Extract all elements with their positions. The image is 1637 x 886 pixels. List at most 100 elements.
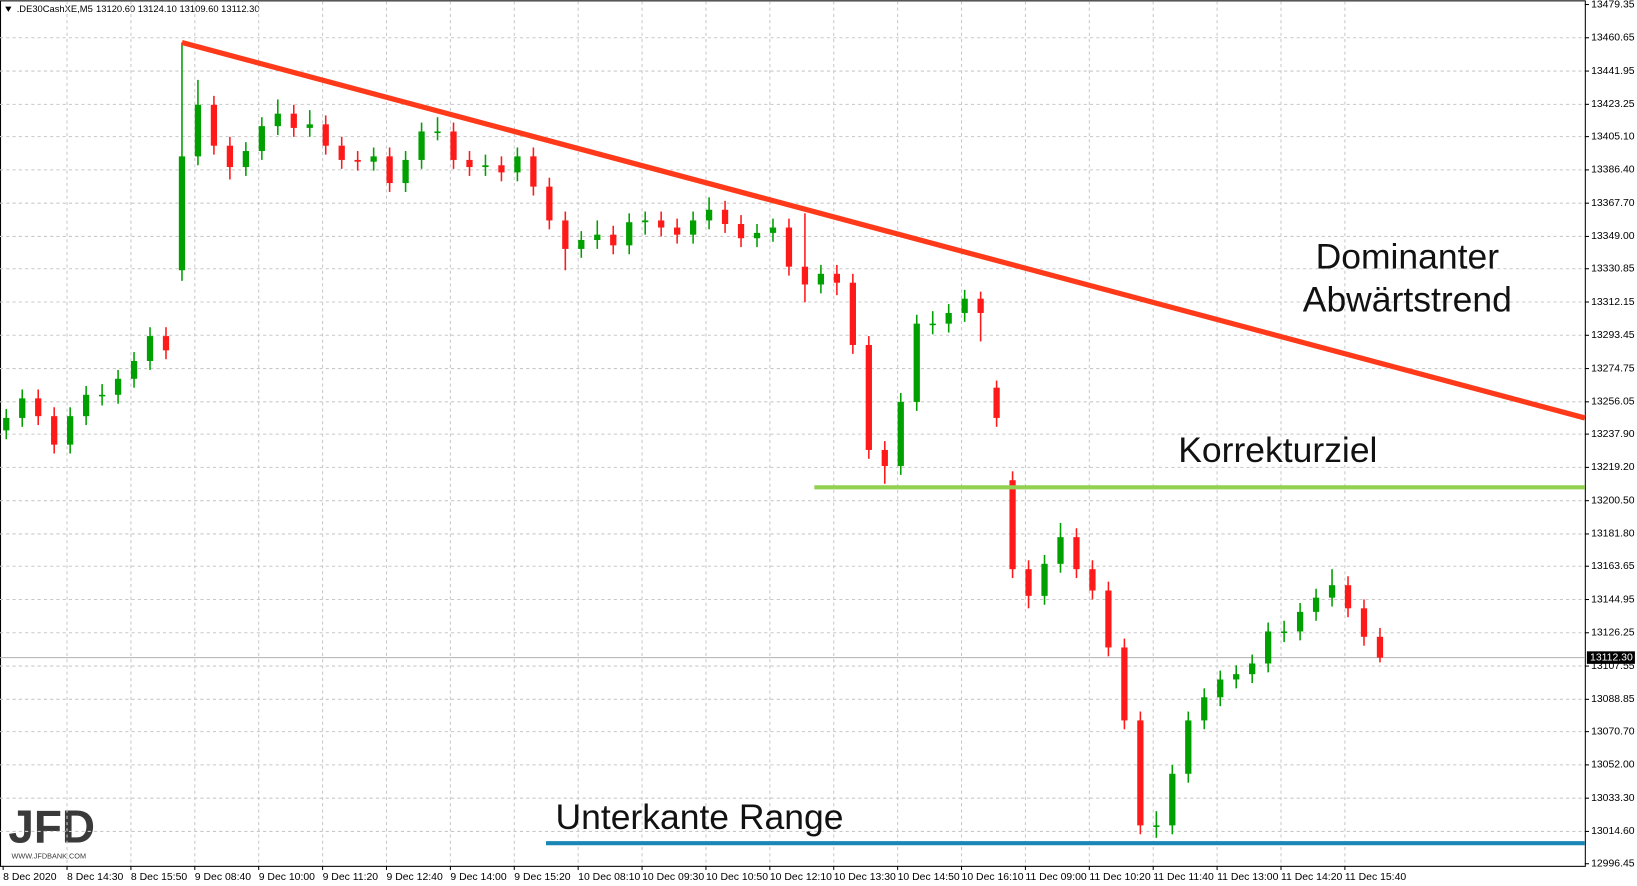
y-tick-label: 13181.80 — [1591, 529, 1635, 540]
x-tick-label: 11 Dec 11:40 — [1153, 872, 1214, 883]
candle-body — [1185, 720, 1192, 774]
candle-body — [913, 323, 920, 402]
candle-body — [338, 145, 345, 160]
candle-body — [242, 151, 249, 168]
y-tick-label: 13237.90 — [1591, 429, 1635, 440]
annotation: Dominanter — [1316, 237, 1500, 277]
candle-body — [1009, 480, 1016, 570]
candle-body — [1328, 585, 1336, 598]
candle-body — [785, 227, 793, 267]
x-tick-label: 10 Dec 12:10 — [770, 872, 832, 883]
candle-body — [594, 234, 601, 241]
x-tick-label: 9 Dec 14:00 — [450, 872, 506, 883]
candle-body — [1153, 825, 1160, 827]
candle-body — [418, 131, 425, 160]
candle-body — [1137, 720, 1144, 826]
candle-body — [1312, 597, 1320, 612]
candle-body — [1217, 679, 1224, 698]
candle-body — [705, 209, 713, 221]
annotation: Abwärtstrend — [1303, 279, 1512, 319]
x-tick-label: 9 Dec 15:20 — [514, 872, 570, 883]
x-tick-label: 10 Dec 14:50 — [898, 872, 960, 883]
y-tick-label: 13330.85 — [1591, 264, 1635, 275]
candle-body — [642, 220, 649, 223]
y-tick-label: 13460.65 — [1591, 33, 1635, 44]
x-tick-label: 8 Dec 15:50 — [131, 872, 187, 883]
y-tick-label: 13256.05 — [1591, 397, 1635, 408]
x-tick-label: 11 Dec 13:00 — [1217, 872, 1279, 883]
y-tick-label: 13479.35 — [1591, 0, 1635, 10]
trendline — [181, 39, 1586, 421]
y-tick-label: 13144.95 — [1591, 594, 1635, 605]
logo-url: WWW.JFDBANK.COM — [11, 851, 86, 860]
y-tick-label: 13293.45 — [1591, 330, 1635, 341]
candle-body — [993, 387, 1000, 418]
y-tick-label: 13070.70 — [1591, 726, 1635, 737]
candle-body — [1296, 611, 1304, 632]
candle-body — [306, 124, 313, 128]
candle-body — [578, 240, 585, 249]
x-tick-label: 9 Dec 11:20 — [323, 872, 379, 883]
candle-body — [3, 417, 10, 431]
candle-body — [498, 165, 505, 173]
candle-body — [801, 266, 809, 285]
candle-body — [370, 156, 377, 162]
candle-body — [1105, 590, 1112, 648]
annotation: Unterkante Range — [555, 797, 843, 837]
candle-body — [162, 336, 170, 351]
candle-body — [130, 360, 138, 379]
y-tick-label: 13367.70 — [1591, 198, 1635, 209]
candle-body — [114, 378, 122, 395]
x-tick-label: 10 Dec 09:30 — [642, 872, 704, 883]
candle-body — [1025, 569, 1032, 596]
candle-body — [514, 156, 521, 173]
candle-body — [945, 312, 952, 324]
candle-body — [67, 416, 74, 445]
candle-body — [1169, 773, 1176, 826]
y-tick-label: 13052.00 — [1591, 760, 1635, 771]
x-tick-label: 9 Dec 08:40 — [195, 872, 251, 883]
candle-body — [450, 131, 457, 160]
y-tick-label: 13126.25 — [1591, 628, 1635, 639]
candle-body — [849, 282, 856, 345]
candle-body — [1201, 697, 1208, 721]
y-tick-label: 13274.75 — [1591, 363, 1635, 374]
candle-body — [322, 124, 329, 146]
candle-body — [626, 222, 633, 246]
candle-body — [19, 398, 26, 418]
y-tick-label: 13312.15 — [1591, 297, 1635, 308]
candle-body — [817, 273, 825, 285]
candle-body — [881, 449, 888, 466]
header-icon — [5, 6, 12, 12]
x-tick-label: 9 Dec 10:00 — [259, 872, 315, 883]
candle-body — [977, 298, 984, 313]
candle-body — [226, 145, 234, 168]
candle-body — [1249, 663, 1256, 675]
candle-body — [290, 113, 297, 128]
candle-body — [274, 113, 281, 127]
candle-body — [753, 232, 761, 239]
candle-body — [737, 223, 745, 239]
x-tick-label: 8 Dec 14:30 — [67, 872, 123, 883]
y-tick-label: 13107.55 — [1591, 661, 1635, 672]
candle-body — [146, 336, 154, 361]
y-tick-label: 13200.50 — [1591, 495, 1635, 506]
candle-body — [194, 104, 202, 157]
candle-body — [658, 220, 665, 228]
x-tick-label: 11 Dec 15:40 — [1345, 872, 1407, 883]
candle-body — [546, 186, 553, 221]
quote: 13120.60 13124.10 13109.60 13112.30 — [96, 3, 260, 14]
candle-body — [929, 323, 936, 326]
x-tick-label: 11 Dec 09:00 — [1025, 872, 1087, 883]
y-tick-label: 13163.65 — [1591, 561, 1635, 572]
x-tick-label: 10 Dec 13:30 — [834, 872, 896, 883]
x-tick-label: 10 Dec 16:10 — [962, 872, 1024, 883]
x-tick-label: 9 Dec 12:40 — [386, 872, 442, 883]
candle-body — [1376, 636, 1384, 658]
candle-body — [386, 156, 393, 184]
candle-body — [530, 156, 537, 187]
candle-body — [1233, 674, 1240, 680]
candle-body — [1280, 631, 1288, 634]
